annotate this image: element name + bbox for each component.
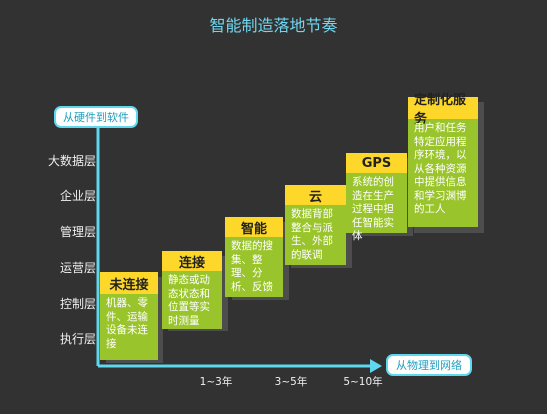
timeline-label-5-10: 5~10年 — [343, 376, 383, 388]
step-title: GPS — [346, 153, 407, 173]
step-description: 机器、零件、运输设备未连接 — [100, 294, 158, 360]
step-title: 未连接 — [100, 272, 158, 294]
step-customized-service: 定制化服务 用户和任务特定应用程序环境，以从各种资源中提供信息和学习渊博的工人 — [408, 93, 478, 227]
step-description: 静态或动态状态和位置等实时测量 — [162, 271, 222, 329]
layer-label-control: 控制层 — [59, 297, 96, 311]
layer-label-enterprise: 企业层 — [59, 189, 96, 203]
step-description: 用户和任务特定应用程序环境，以从各种资源中提供信息和学习渊博的工人 — [408, 119, 478, 227]
step-unconnected: 未连接 机器、零件、运输设备未连接 — [100, 272, 158, 360]
step-gps: GPS 系统的创造在生产过程中担任智能实体 — [346, 153, 407, 242]
y-axis-label: 从硬件到软件 — [54, 106, 138, 128]
step-title: 云 — [285, 185, 346, 205]
step-title: 连接 — [162, 251, 222, 271]
timeline-label-3-5: 3~5年 — [274, 376, 308, 388]
page-title: 智能制造落地节奏 — [209, 16, 338, 35]
step-connected: 连接 静态或动态状态和位置等实时测量 — [162, 251, 222, 329]
layer-label-operation: 运营层 — [59, 261, 96, 275]
step-title: 定制化服务 — [408, 93, 478, 127]
step-description: 系统的创造在生产过程中担任智能实体 — [346, 173, 407, 242]
step-description: 数据背部整合与派生、外部的联调 — [285, 205, 346, 265]
layer-label-management: 管理层 — [59, 225, 96, 239]
step-cloud: 云 数据背部整合与派生、外部的联调 — [285, 185, 346, 265]
x-axis-label: 从物理到网络 — [386, 354, 472, 376]
layer-label-execution: 执行层 — [59, 332, 96, 346]
step-intelligent: 智能 数据的搜集、整理、分析、反馈 — [225, 217, 283, 297]
timeline-label-1-3: 1~3年 — [199, 376, 233, 388]
step-title: 智能 — [225, 217, 283, 237]
step-description: 数据的搜集、整理、分析、反馈 — [225, 237, 283, 297]
layer-label-big-data: 大数据层 — [47, 154, 96, 168]
